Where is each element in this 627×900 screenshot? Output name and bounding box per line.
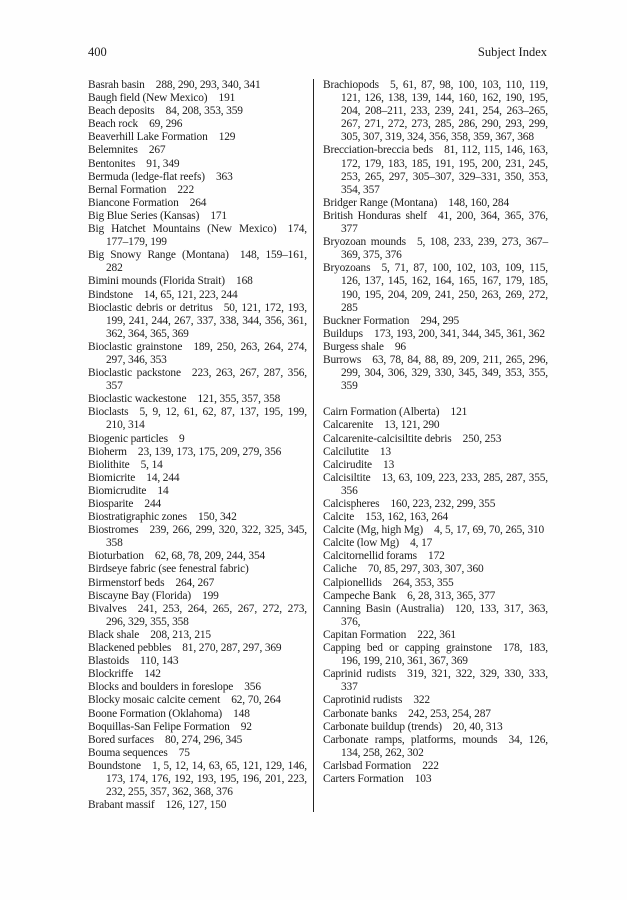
index-entry: Burgess shale 96: [323, 340, 406, 353]
index-entry: Calcitornellid forams 172: [323, 550, 445, 563]
index-entry: Beach deposits 84, 208, 353, 359: [88, 105, 243, 118]
index-column-left: Basrah basin 288, 290, 293, 340, 341 Baug…: [88, 79, 307, 812]
index-entry: Bioclasts 5, 9, 12, 61, 62, 87, 137, 195…: [88, 406, 307, 432]
index-entry: Bryozoans 5, 71, 87, 100, 102, 103, 109,…: [323, 262, 548, 314]
index-entry: Birdseye fabric (see fenestral fabric): [88, 563, 249, 576]
index-entry: British Honduras shelf 41, 200, 364, 365…: [323, 209, 548, 236]
index-entry: Boquillas-San Felipe Formation 92: [88, 720, 252, 733]
index-entry: Carters Formation 103: [323, 772, 432, 785]
index-entry: Birmenstorf beds 264, 267: [88, 576, 215, 589]
index-entry: Calcirudite 13: [323, 458, 395, 471]
index-entry: Canning Basin (Australia) 120, 133, 317,…: [323, 602, 548, 628]
index-entry: Biosparite 244: [88, 498, 162, 510]
index-entry: Boundstone 1, 5, 12, 14, 63, 65, 121, 12…: [88, 759, 307, 799]
index-column-right: Brachiopods 5, 61, 87, 98, 100, 103, 110…: [323, 79, 548, 812]
index-entry: Bored surfaces 80, 274, 296, 345: [88, 733, 243, 746]
index-entry: Carbonate banks 242, 253, 254, 287: [323, 707, 491, 720]
index-entry: Blackened pebbles 81, 270, 287, 297, 369: [88, 642, 282, 655]
index-entry: Bioherm 23, 139, 173, 175, 209, 279, 356: [88, 445, 282, 458]
index-body: Basrah basin 288, 290, 293, 340, 341 Baug…: [88, 79, 548, 813]
index-entry: Biscayne Bay (Florida) 199: [88, 589, 219, 602]
index-entry: Calcite (low Mg) 4, 17: [323, 537, 433, 550]
index-entry: Calcilutite 13: [323, 445, 391, 458]
index-entry: Bermuda (ledge-flat reefs) 363: [88, 170, 233, 183]
index-entry: Calcarenite-calcisiltite debris 250, 253: [323, 432, 502, 445]
index-entry: Caprotinid rudists 322: [323, 694, 430, 707]
index-entry: Blastoids 110, 143: [88, 655, 179, 668]
index-entry: Bioturbation 62, 68, 78, 209, 244, 354: [88, 550, 266, 563]
index-entry: Black shale 208, 213, 215: [88, 628, 211, 641]
index-entry: Bernal Formation 222: [88, 183, 194, 196]
index-entry: Calcisiltite 13, 63, 109, 223, 233, 285,…: [323, 471, 548, 497]
index-entry: Biogenic particles 9: [88, 432, 185, 445]
index-entry: Capping bed or capping grainstone 178, 1…: [323, 642, 548, 668]
index-entry: Calcite (Mg, high Mg) 4, 5, 17, 69, 70, …: [323, 524, 545, 537]
index-entry: Beaverhill Lake Formation 129: [88, 131, 236, 144]
index-entry: Blocky mosaic calcite cement 62, 70, 264: [88, 694, 281, 707]
index-entry: Capitan Formation 222, 361: [323, 628, 456, 641]
index-entry: Belemnites 267: [88, 144, 166, 157]
running-head-title: Subject Index: [477, 45, 547, 59]
index-entry: Big Snowy Range (Montana) 148, 159–161, …: [88, 249, 307, 275]
index-entry: Bioclastic packstone 223, 263, 267, 287,…: [88, 367, 307, 393]
index-entry: Caliche 70, 85, 297, 303, 307, 360: [323, 563, 484, 576]
index-entry: Bioclastic wackestone 121, 355, 357, 358: [88, 393, 281, 406]
index-entry: Bioclastic grainstone 189, 250, 263, 264…: [88, 340, 307, 366]
index-entry: Brecciation-breccia beds 81, 112, 115, 1…: [323, 144, 548, 196]
index-entry: Blocks and boulders in foreslope 356: [88, 681, 261, 694]
index-entry: Buckner Formation 294, 295: [323, 314, 460, 327]
index-entry: Biancone Formation 264: [88, 196, 207, 209]
page-header: 400 Subject Index: [88, 45, 547, 59]
index-entry: Biomicrite 14, 244: [88, 471, 180, 484]
index-entry: Calcite 153, 162, 163, 264: [323, 511, 449, 524]
index-entry: Biostromes 239, 266, 299, 320, 322, 325,…: [88, 524, 307, 550]
index-entry: Campeche Bank 6, 28, 313, 365, 377: [323, 589, 496, 602]
index-entry: Bindstone 14, 65, 121, 223, 244: [88, 288, 238, 301]
index-entry: Calcarenite 13, 121, 290: [323, 419, 440, 432]
index-entry: Carbonate ramps, platforms, mounds 34, 1…: [323, 733, 548, 759]
index-entry: Bimini mounds (Florida Strait) 168: [88, 275, 253, 288]
index-entry: Caprinid rudists 319, 321, 322, 329, 330…: [323, 668, 548, 694]
index-entry: Bentonites 91, 349: [88, 157, 180, 170]
page-number: 400: [88, 45, 107, 59]
index-entry: Bouma sequences 75: [88, 746, 190, 759]
index-entry: Blockriffe 142: [88, 668, 161, 681]
index-entry: Biostratigraphic zones 150, 342: [88, 511, 237, 524]
index-entry: Biolithite 5, 14: [88, 458, 163, 471]
index-entry: Calpionellids 264, 353, 355: [323, 576, 454, 589]
index-entry: Basrah basin 288, 290, 293, 340, 341: [88, 79, 261, 91]
index-entry: Carbonate buildup (trends) 20, 40, 313: [323, 720, 503, 733]
index-entry: Boone Formation (Oklahoma) 148: [88, 707, 250, 720]
index-entry: Calcispheres 160, 223, 232, 299, 355: [323, 498, 496, 510]
index-entry: Bioclastic debris or detritus 50, 121, 1…: [88, 301, 307, 340]
index-entry: Brachiopods 5, 61, 87, 98, 100, 103, 110…: [323, 79, 548, 144]
index-entry: Bridger Range (Montana) 148, 160, 284: [323, 196, 510, 209]
index-entry: Bryozoan mounds 5, 108, 233, 239, 273, 3…: [323, 236, 548, 262]
index-entry: Cairn Formation (Alberta) 121: [323, 406, 468, 419]
index-entry: Brabant massif 126, 127, 150: [88, 799, 227, 812]
index-entry: Big Hatchet Mountains (New Mexico) 174, …: [88, 223, 307, 249]
index-entry: Burrows 63, 78, 84, 88, 89, 209, 211, 26…: [323, 353, 548, 393]
column-divider-rule: [313, 79, 314, 813]
index-entry: Carlsbad Formation 222: [323, 759, 439, 772]
index-entry: Bivalves 241, 253, 264, 265, 267, 272, 2…: [88, 602, 307, 628]
index-entry: Big Blue Series (Kansas) 171: [88, 209, 227, 222]
index-entry: Buildups 173, 193, 200, 341, 344, 345, 3…: [323, 327, 545, 340]
index-entry: Beach rock 69, 296: [88, 118, 183, 131]
index-entry: Baugh field (New Mexico) 191: [88, 92, 236, 105]
index-entry: Biomicrudite 14: [88, 484, 169, 497]
